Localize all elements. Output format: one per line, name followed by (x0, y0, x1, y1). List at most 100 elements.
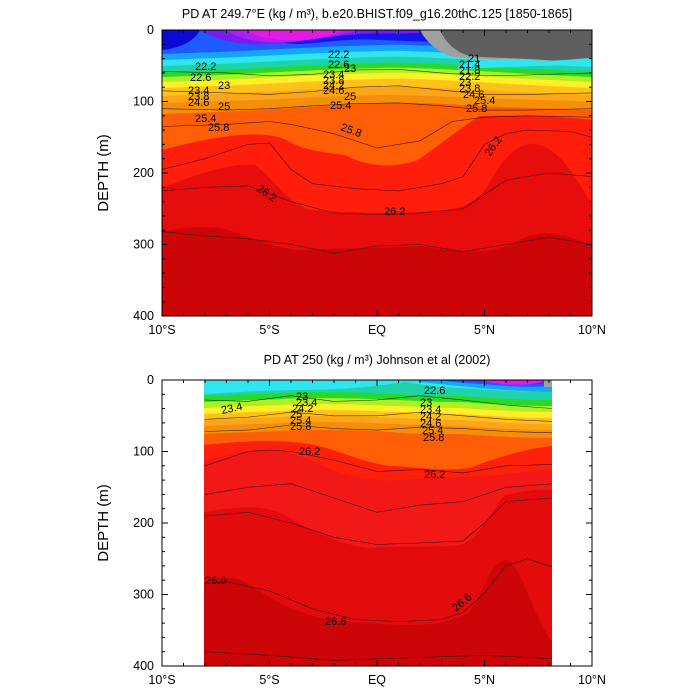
bot-label-26-2b: 26.2 (424, 469, 445, 481)
y-tick-label: 200 (133, 166, 154, 180)
isoline-26-2 (162, 129, 592, 192)
top-label-24-2b: 24.2 (323, 80, 344, 92)
top-label-23-8b: 23.8 (323, 75, 344, 87)
x-tick-label: 10°N (578, 673, 606, 687)
isoline-25-4 (162, 102, 592, 111)
top-label-22-2c: 22.2 (459, 71, 480, 83)
bot-label-26-2a: 26.2 (299, 446, 320, 458)
bot-label-25-8b: 25.8 (290, 421, 311, 433)
top-label-23-0c: 23 (459, 77, 471, 89)
x-tick-label: 10°S (148, 673, 175, 687)
top-contour-fill (162, 30, 592, 316)
x-tick-label: EQ (368, 673, 386, 687)
y-tick-label: 400 (133, 309, 154, 323)
isoline-26-6 (162, 172, 592, 215)
x-tick-label: 10°N (578, 323, 606, 337)
isoline-26-6 (204, 558, 552, 623)
bot-label-23-4c: 23.4 (420, 404, 441, 416)
bot-label-25-4c: 25.4 (422, 425, 443, 437)
isoline-26-9 (162, 231, 592, 254)
top-label-23-0: 23 (218, 80, 230, 92)
y-tick-label: 0 (147, 373, 154, 387)
top-ylabel: DEPTH (m) (95, 134, 112, 212)
top-panel: PD AT 249.7°E (kg / m³), b.e20.BHIST.f09… (95, 7, 606, 337)
top-label-22-6: 22.6 (190, 72, 211, 84)
isoline-24-6 (162, 85, 592, 95)
bot-label-23-4b: 23.4 (296, 397, 317, 409)
top-label-21-0: 21 (468, 53, 480, 65)
top-label-23-4b: 23.4 (323, 69, 344, 81)
bot-label-24-6c: 24.6 (420, 418, 441, 430)
bot-label-24-2c: 24.2 (420, 411, 441, 423)
top-label-21-8: 21.8 (459, 65, 480, 77)
bot-label-25-0b: 25 (290, 409, 302, 421)
top-surface-right-darkgray (440, 30, 592, 61)
bottom-axes: 10°S 5°S EQ 5°N 10°N 0 100 200 300 400 (133, 373, 606, 687)
y-tick-label: 100 (133, 95, 154, 109)
bot-label-25-8c: 25.8 (423, 432, 444, 444)
x-tick-label: 10°S (148, 323, 175, 337)
bottom-band-21-0 (480, 380, 545, 385)
x-tick-label: EQ (368, 323, 386, 337)
y-tick-label: 300 (133, 238, 154, 252)
top-surface-left-darkblue (162, 30, 200, 50)
top-label-25-4c: 25.4 (474, 95, 495, 107)
top-label-21-4: 21.4 (459, 59, 480, 71)
isoline-26-4 (204, 483, 552, 513)
top-label-22-2b: 22.2 (328, 49, 349, 61)
isoline-25-8 (162, 115, 592, 149)
top-label-23-8c: 23.8 (459, 83, 480, 95)
bottom-panel-title: PD AT 250 (kg / m³) Johnson et al (2002) (264, 353, 491, 367)
bot-label-22-6c: 22.6 (424, 385, 445, 397)
x-tick-label: 5°S (259, 323, 279, 337)
top-label-24-6b: 24.6 (323, 85, 344, 97)
bot-label-23-0c: 23 (420, 397, 432, 409)
bot-label-23-0b: 23 (296, 391, 308, 403)
top-axes: 10°S 5°S EQ 5°N 10°N 0 100 200 300 400 (133, 23, 606, 337)
bot-label-26-6a: 26.6 (205, 575, 226, 587)
isoline-26-2 (204, 449, 552, 474)
isoline-26-5 (204, 497, 552, 545)
top-isolines (162, 68, 592, 254)
bottom-contour-fill (204, 380, 552, 666)
top-label-26-2b: 26.2 (384, 206, 405, 218)
isoline-24-6 (204, 411, 552, 422)
top-panel-title: PD AT 249.7°E (kg / m³), b.e20.BHIST.f09… (182, 7, 572, 21)
y-tick-label: 0 (147, 23, 154, 37)
bottom-isolines (204, 395, 552, 661)
top-label-24-6: 24.6 (188, 97, 209, 109)
bottom-ylabel: DEPTH (m) (95, 484, 112, 562)
x-tick-label: 5°N (474, 673, 495, 687)
bot-label-24-2b: 24.2 (292, 403, 313, 415)
isoline-26-7 (204, 651, 552, 661)
bottom-panel: PD AT 250 (kg / m³) Johnson et al (2002)… (95, 353, 606, 687)
y-tick-label: 400 (133, 659, 154, 673)
bot-label-23-4a: 23.4 (220, 401, 243, 417)
isoline-25-8 (204, 424, 552, 434)
bot-label-26-6b: 26.6 (325, 616, 346, 628)
top-label-22-2a: 22.2 (195, 61, 216, 73)
top-label-25-4: 25.4 (195, 113, 216, 125)
bot-label-25-4b: 25.4 (290, 415, 311, 427)
top-label-23-0b: 23 (344, 63, 356, 75)
bottom-surface-gray (544, 380, 552, 387)
top-label-22-6b: 22.6 (328, 59, 349, 71)
top-label-25-8c: 25.8 (466, 103, 487, 115)
x-tick-label: 5°N (474, 323, 495, 337)
top-surface-right-cyan (458, 58, 592, 70)
y-tick-label: 100 (133, 445, 154, 459)
top-label-23-4: 23.4 (188, 85, 209, 97)
top-label-23-8: 23.8 (188, 91, 209, 103)
top-label-25-8: 25.8 (208, 122, 229, 134)
isoline-23 (162, 68, 592, 77)
y-tick-label: 200 (133, 516, 154, 530)
top-label-25-0b: 25 (344, 91, 356, 103)
top-label-24-6c: 24.6 (463, 89, 484, 101)
y-tick-label: 300 (133, 588, 154, 602)
bottom-contour-labels: 23.4 23 23.4 24.2 25 25.4 25.8 22.6 23 2… (205, 385, 474, 628)
top-label-25-4b: 25.4 (330, 100, 351, 112)
top-label-25-0: 25 (218, 101, 230, 113)
isoline-23-4 (204, 395, 552, 409)
x-tick-label: 5°S (259, 673, 279, 687)
